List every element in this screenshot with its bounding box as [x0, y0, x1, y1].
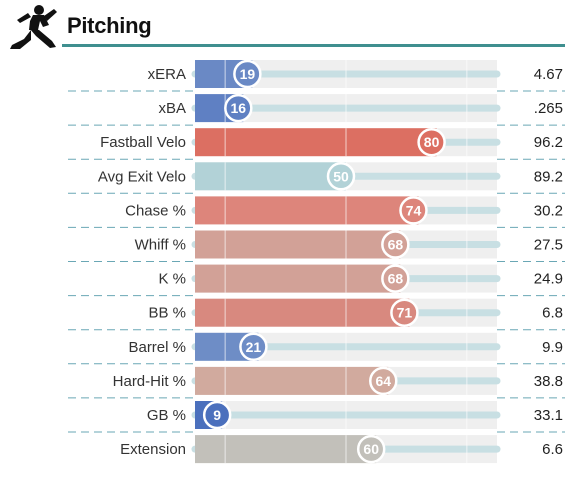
percentile-bubble: [369, 366, 398, 396]
header-rule: [62, 44, 565, 47]
stat-value: 6.8: [542, 305, 563, 322]
percentile-value: 71: [397, 305, 413, 321]
category-label: Fastball Velo: [100, 134, 186, 151]
percentile-value: 19: [240, 66, 256, 82]
pitcher-icon: [10, 5, 57, 49]
percentile-bar: [195, 196, 419, 225]
percentile-bubble: [390, 298, 419, 327]
category-label: Chase %: [125, 202, 186, 219]
percentile-bar: [195, 366, 389, 395]
stat-value: 33.1: [534, 407, 563, 424]
percentile-value: 50: [333, 168, 349, 184]
percentile-bubble: [381, 230, 410, 259]
category-label: Hard-Hit %: [113, 373, 186, 390]
stat-value: 6.6: [542, 441, 563, 458]
percentile-bar: [195, 128, 437, 157]
percentile-value: 80: [424, 134, 440, 150]
category-label: Whiff %: [135, 237, 186, 254]
stat-value: 30.2: [534, 202, 563, 219]
category-label: Barrel %: [128, 339, 186, 356]
percentile-bubble: [381, 264, 410, 293]
percentile-value: 9: [213, 407, 221, 423]
stat-value: 89.2: [534, 168, 563, 185]
section-header: Pitching: [0, 0, 581, 50]
category-label: xERA: [148, 66, 186, 83]
percentile-bubble: [326, 162, 356, 191]
stat-value: 9.9: [542, 339, 563, 356]
percentile-value: 16: [231, 100, 247, 116]
percentile-chart: xERA 19 4.67 xBA 16 .265 Fastball Velo 80 96.2 Av…: [68, 59, 565, 464]
category-label: BB %: [148, 305, 186, 322]
percentile-bar: [195, 435, 377, 464]
percentile-value: 68: [388, 271, 404, 287]
percentile-bar: [195, 230, 401, 259]
stat-value: 96.2: [534, 134, 563, 151]
percentile-bar: [195, 298, 410, 327]
category-label: GB %: [147, 407, 186, 424]
percentile-bubble: [239, 332, 268, 362]
category-label: xBA: [158, 100, 186, 117]
stat-value: 24.9: [534, 271, 563, 288]
percentile-bubble: [224, 93, 253, 123]
stat-value: 38.8: [534, 373, 563, 390]
category-label: Avg Exit Velo: [98, 168, 186, 185]
percentile-bubble: [202, 400, 232, 430]
section-title: Pitching: [67, 13, 152, 38]
percentile-value: 64: [375, 373, 391, 389]
stat-value: 27.5: [534, 237, 563, 254]
category-label: K %: [158, 271, 186, 288]
percentile-value: 74: [406, 202, 422, 218]
percentile-bar: [195, 264, 401, 293]
category-label: Extension: [120, 441, 186, 458]
percentile-bubble: [399, 196, 428, 225]
stat-value: 4.67: [534, 66, 563, 83]
percentile-value: 68: [388, 237, 404, 253]
percentile-bubble: [233, 59, 262, 89]
percentile-bubble: [356, 434, 386, 464]
percentile-bar: [195, 162, 346, 191]
percentile-value: 21: [246, 339, 262, 355]
percentile-bubble: [417, 127, 446, 157]
percentile-value: 60: [363, 441, 379, 457]
stat-value: .265: [534, 100, 563, 117]
